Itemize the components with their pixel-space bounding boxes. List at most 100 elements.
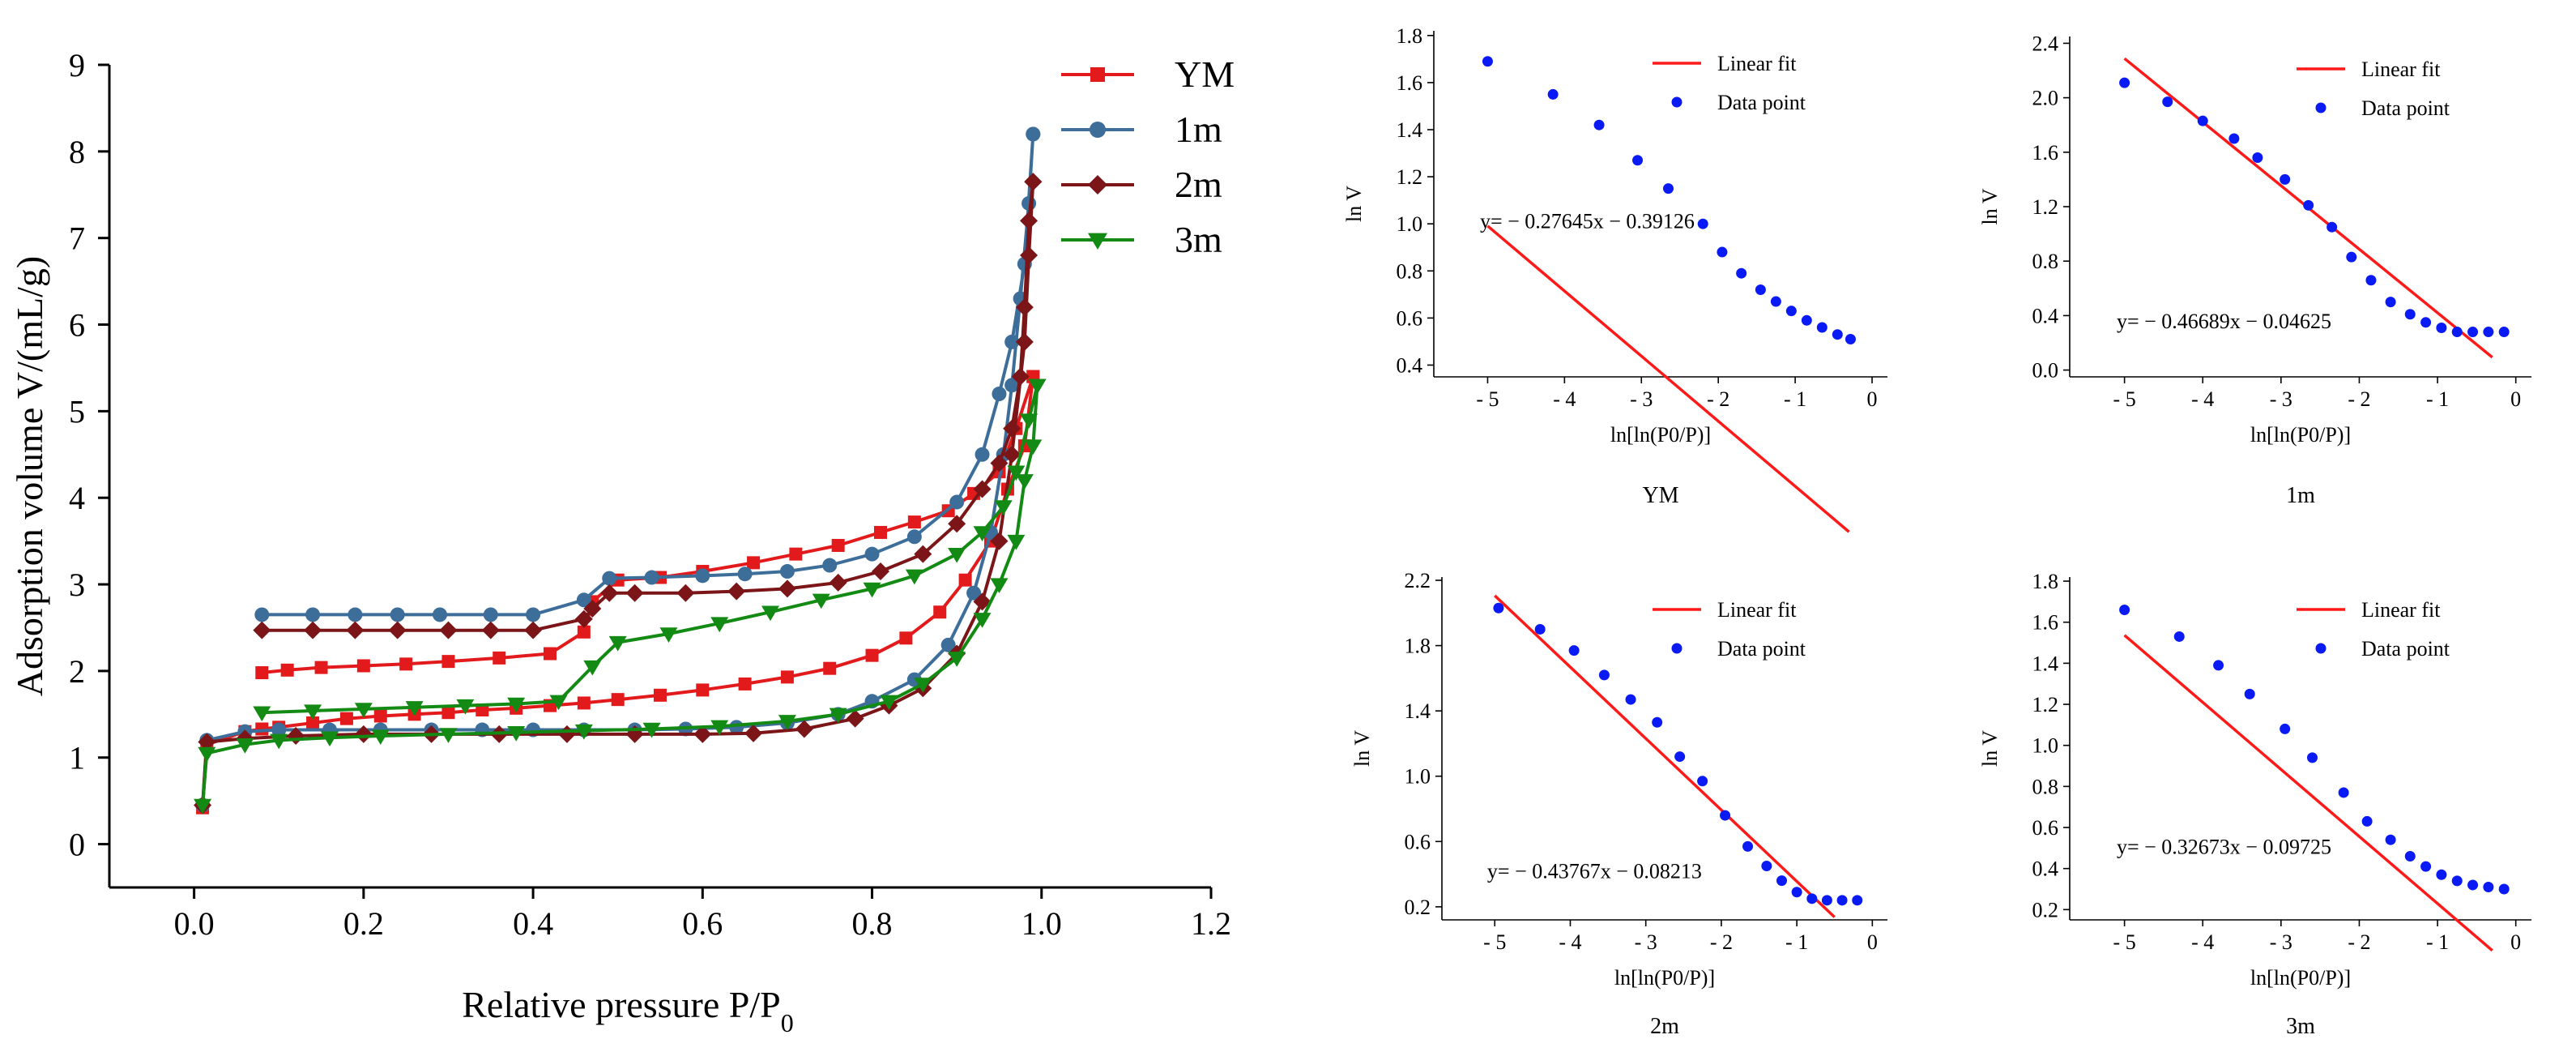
panel-y-tick-label: 1.0 bbox=[1405, 765, 1431, 789]
data-point-2m bbox=[778, 579, 796, 598]
x-axis-title: Relative pressure P/P0 bbox=[462, 984, 794, 1037]
data-point bbox=[2119, 77, 2130, 88]
x-tick-label: 0.2 bbox=[343, 905, 384, 942]
data-point-2m bbox=[1003, 419, 1021, 438]
x-tick-label: 1.2 bbox=[1191, 905, 1231, 942]
data-point-YM bbox=[696, 683, 710, 697]
data-point-1m bbox=[940, 637, 956, 652]
data-point bbox=[2467, 879, 2479, 891]
data-point-2m bbox=[914, 545, 932, 563]
y-tick-label: 5 bbox=[69, 393, 85, 430]
data-point-2m bbox=[1020, 212, 1039, 230]
data-point-3m bbox=[1015, 474, 1034, 490]
data-point-YM bbox=[789, 547, 803, 561]
data-point-2m bbox=[990, 454, 1009, 472]
data-point-3m bbox=[829, 708, 847, 724]
data-point-3m bbox=[1024, 439, 1043, 455]
panel-y-tick-label: 1.2 bbox=[1397, 165, 1423, 189]
panel-x-tick-label: - 4 bbox=[2191, 930, 2214, 954]
data-point bbox=[1697, 776, 1708, 787]
data-point-2m bbox=[693, 725, 712, 743]
data-point bbox=[2436, 323, 2447, 334]
data-point-3m bbox=[642, 722, 661, 738]
panel-x-axis-title: ln[ln(P0/P)] bbox=[2250, 966, 2351, 990]
legend-point-label: Data point bbox=[1717, 637, 1806, 661]
data-point-2m bbox=[354, 725, 373, 743]
panel-caption: YM bbox=[1642, 483, 1678, 508]
panel-y-tick-label: 0.8 bbox=[2032, 775, 2059, 798]
data-point-3m bbox=[354, 703, 373, 718]
data-point-1m bbox=[864, 546, 880, 562]
data-point-YM bbox=[874, 525, 887, 539]
data-point-3m bbox=[1020, 413, 1039, 430]
data-point bbox=[2436, 869, 2447, 880]
data-point-1m bbox=[602, 571, 617, 586]
data-point-1m bbox=[644, 570, 659, 585]
series-3m bbox=[194, 378, 1047, 815]
data-point-1m bbox=[483, 607, 498, 622]
legend-marker-1m bbox=[1090, 122, 1106, 138]
data-point-1m bbox=[271, 722, 287, 738]
data-point-1m bbox=[305, 607, 321, 622]
data-point-YM bbox=[907, 515, 921, 529]
data-point bbox=[2213, 660, 2224, 671]
panel-x-tick-label: - 3 bbox=[1635, 930, 1657, 954]
panel-x-tick-label: - 3 bbox=[1630, 387, 1653, 411]
data-point bbox=[1482, 56, 1493, 67]
data-point-2m bbox=[574, 609, 593, 628]
panel-x-tick-label: - 2 bbox=[1710, 930, 1733, 954]
y-tick-label: 1 bbox=[69, 740, 85, 776]
data-point-3m bbox=[507, 726, 526, 742]
data-point-YM bbox=[611, 693, 625, 707]
data-point-1m bbox=[695, 568, 710, 584]
legend-fit-label: Linear fit bbox=[2361, 598, 2441, 622]
panel-y-tick-label: 0.4 bbox=[2032, 857, 2059, 881]
data-point-1m bbox=[992, 387, 1007, 401]
fit-equation: y= − 0.27645x − 0.39126 bbox=[1480, 210, 1695, 233]
legend: YM 1m 2m 3m bbox=[1061, 53, 1235, 260]
panel-y-tick-label: 1.8 bbox=[1405, 635, 1431, 658]
panel-caption: 2m bbox=[1650, 1014, 1679, 1039]
data-point bbox=[1801, 314, 1812, 326]
fit-equation: y= − 0.43767x − 0.08213 bbox=[1487, 860, 1702, 883]
data-point bbox=[1832, 329, 1843, 340]
panel-x-tick-label: 0 bbox=[2510, 387, 2521, 411]
linear-fit-line bbox=[2123, 634, 2493, 952]
data-point bbox=[2365, 275, 2377, 286]
data-point bbox=[2361, 815, 2373, 827]
data-point bbox=[2451, 875, 2463, 887]
panel-x-axis-title: ln[ln(P0/P)] bbox=[1610, 423, 1711, 447]
data-point bbox=[2327, 221, 2338, 233]
data-point bbox=[2404, 309, 2416, 320]
data-point-2m bbox=[1015, 332, 1034, 351]
data-point bbox=[2244, 688, 2255, 699]
data-point-1m bbox=[966, 585, 982, 601]
legend-marker-3m bbox=[1088, 233, 1107, 250]
data-point-3m bbox=[439, 728, 458, 743]
data-point bbox=[1493, 602, 1504, 614]
data-point-3m bbox=[905, 569, 923, 585]
data-point bbox=[1742, 840, 1754, 852]
panel-x-axis-title: ln[ln(P0/P)] bbox=[1614, 966, 1715, 990]
panel-x-tick-label: - 1 bbox=[2426, 387, 2449, 411]
data-point-3m bbox=[948, 652, 966, 667]
data-point bbox=[1770, 296, 1781, 307]
data-point-1m bbox=[906, 529, 922, 545]
data-point bbox=[1598, 669, 1610, 681]
data-point-2m bbox=[1024, 173, 1043, 191]
data-point-3m bbox=[880, 695, 898, 711]
panel-x-tick-label: - 5 bbox=[2113, 930, 2136, 954]
panel-x-tick-label: - 4 bbox=[1559, 930, 1581, 954]
legend-label-YM: YM bbox=[1175, 53, 1235, 95]
panel-y-axis-title: ln V bbox=[1978, 188, 2002, 224]
data-point bbox=[1547, 88, 1559, 100]
panel-y-tick-label: 0.6 bbox=[2032, 816, 2059, 840]
data-point-YM bbox=[544, 647, 557, 661]
data-point-2m bbox=[439, 621, 458, 639]
data-point-2m bbox=[625, 584, 644, 602]
data-point-YM bbox=[958, 573, 972, 587]
x-axis-title-main: Relative pressure P/P bbox=[462, 984, 781, 1025]
panel-y-axis-title: ln V bbox=[1350, 730, 1374, 767]
panel-y-tick-label: 0.4 bbox=[2032, 304, 2059, 327]
